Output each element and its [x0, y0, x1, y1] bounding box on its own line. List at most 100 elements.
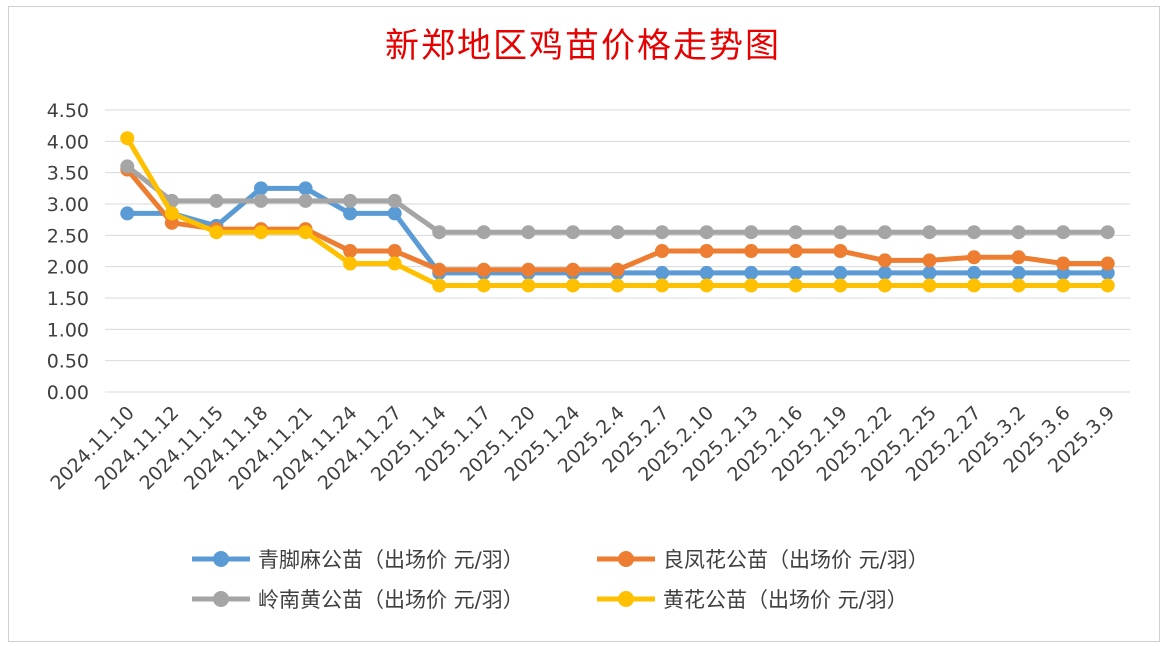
series-line-3 [124, 163, 1111, 235]
data-point-s3 [1011, 225, 1026, 240]
legend-swatch-marker [213, 551, 229, 567]
legend-swatch [597, 591, 655, 607]
data-point-s4 [833, 278, 848, 293]
data-point-s1 [967, 265, 982, 280]
chart-area [8, 6, 1160, 642]
chart-title: 新郑地区鸡苗价格走势图 [385, 26, 781, 66]
data-point-s4 [788, 278, 803, 293]
data-point-s2 [610, 262, 625, 277]
y-tick-label: 4.50 [47, 100, 89, 122]
data-point-s2 [387, 244, 402, 258]
y-tick-label: 1.50 [47, 288, 89, 310]
data-point-s4 [1011, 278, 1026, 293]
y-tick-label: 3.00 [47, 194, 89, 216]
data-point-s4 [387, 256, 402, 271]
legend-label: 良凤花公苗（出场价 元/羽） [663, 548, 929, 572]
data-point-s1 [699, 265, 714, 280]
legend-item: 良凤花公苗（出场价 元/羽） [595, 545, 929, 573]
y-tick-label: 0.50 [47, 351, 89, 373]
legend-item: 青脚麻公苗（出场价 元/羽） [190, 545, 524, 573]
data-point-s3 [432, 225, 447, 240]
legend-label: 黄花公苗（出场价 元/羽） [663, 588, 908, 612]
data-point-s3 [476, 225, 491, 240]
data-point-s1 [387, 206, 402, 221]
data-point-s3 [120, 159, 135, 174]
data-point-s1 [1011, 265, 1026, 280]
data-point-s3 [565, 225, 580, 240]
data-point-s4 [120, 131, 135, 146]
data-point-s4 [253, 225, 268, 240]
data-point-s4 [298, 225, 313, 240]
data-point-s3 [610, 225, 625, 240]
chart-legend: 青脚麻公苗（出场价 元/羽） 良凤花公苗（出场价 元/羽） 岭南黄公苗（出场价 元/… [190, 540, 990, 620]
data-point-s3 [744, 225, 759, 240]
data-point-s2 [343, 244, 358, 258]
legend-item: 黄花公苗（出场价 元/羽） [595, 585, 908, 613]
data-point-s3 [877, 225, 892, 240]
data-point-s3 [253, 193, 268, 208]
legend-swatch [192, 591, 250, 607]
data-point-s3 [788, 225, 803, 240]
data-point-s4 [699, 278, 714, 293]
data-point-s4 [432, 278, 447, 293]
data-point-s3 [343, 193, 358, 208]
legend-label: 青脚麻公苗（出场价 元/羽） [258, 548, 524, 572]
data-point-s1 [120, 206, 135, 221]
data-point-s2 [699, 244, 714, 258]
data-point-s2 [521, 262, 536, 277]
data-point-s3 [967, 225, 982, 240]
data-point-s2 [833, 244, 848, 258]
data-point-s1 [343, 206, 358, 221]
y-tick-label: 3.50 [47, 163, 89, 185]
data-point-s3 [655, 225, 670, 240]
data-point-s3 [209, 193, 224, 208]
data-point-s4 [476, 278, 491, 293]
data-point-s2 [922, 253, 937, 268]
data-point-s4 [164, 206, 179, 221]
y-tick-label: 2.50 [47, 225, 89, 247]
data-point-s2 [877, 253, 892, 268]
data-point-s4 [610, 278, 625, 293]
data-point-s2 [967, 250, 982, 265]
data-point-s3 [922, 225, 937, 240]
data-point-s3 [699, 225, 714, 240]
data-point-s1 [788, 265, 803, 280]
data-point-s1 [922, 265, 937, 280]
data-point-s2 [1100, 256, 1115, 271]
data-point-s3 [1056, 225, 1071, 240]
data-point-s3 [521, 225, 536, 240]
legend-item: 岭南黄公苗（出场价 元/羽） [190, 585, 524, 613]
data-point-s4 [1056, 278, 1071, 293]
data-point-s1 [744, 265, 759, 280]
legend-swatch-marker [618, 551, 634, 567]
data-point-s1 [298, 181, 313, 196]
data-point-s2 [744, 244, 759, 258]
legend-label: 岭南黄公苗（出场价 元/羽） [258, 588, 524, 612]
data-point-s4 [565, 278, 580, 293]
data-point-s4 [922, 278, 937, 293]
legend-swatch-marker [213, 591, 229, 607]
legend-swatch [597, 551, 655, 567]
data-point-s4 [655, 278, 670, 293]
data-point-s3 [1100, 225, 1115, 240]
data-point-s4 [967, 278, 982, 293]
series-line-2 [124, 167, 1111, 273]
data-point-s3 [298, 193, 313, 208]
data-point-s1 [253, 181, 268, 196]
data-point-s2 [1056, 256, 1071, 271]
y-tick-label: 1.00 [47, 319, 89, 341]
data-point-s2 [1011, 250, 1026, 265]
data-point-s1 [877, 265, 892, 280]
data-point-s2 [432, 262, 447, 277]
y-tick-label: 2.00 [47, 257, 89, 279]
data-point-s2 [476, 262, 491, 277]
data-point-s2 [565, 262, 580, 277]
legend-swatch-marker [618, 591, 634, 607]
data-point-s4 [209, 225, 224, 240]
y-tick-label: 4.00 [47, 131, 89, 153]
data-point-s1 [833, 265, 848, 280]
legend-swatch [192, 551, 250, 567]
data-point-s4 [877, 278, 892, 293]
